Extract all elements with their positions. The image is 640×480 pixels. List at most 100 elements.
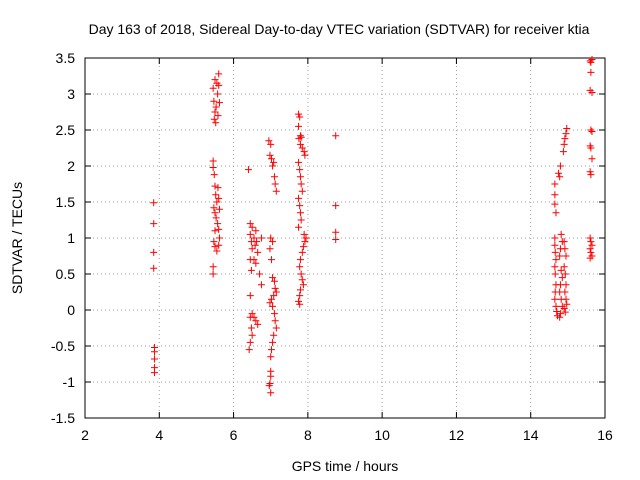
y-tick-label: 1 xyxy=(67,230,75,246)
data-point xyxy=(270,292,278,300)
data-point xyxy=(561,270,569,278)
data-point xyxy=(560,305,568,313)
data-point xyxy=(588,89,596,97)
data-point xyxy=(246,220,254,228)
data-point xyxy=(209,263,217,271)
data-point xyxy=(296,286,304,294)
data-point xyxy=(556,162,564,170)
data-point xyxy=(267,353,275,361)
data-point xyxy=(210,97,218,105)
data-point xyxy=(266,151,274,159)
data-point xyxy=(587,238,595,246)
data-point xyxy=(248,331,256,339)
chart-title: Day 163 of 2018, Sidereal Day-to-day VTE… xyxy=(89,21,590,37)
y-tick-label: 2 xyxy=(67,158,75,174)
data-point xyxy=(266,299,274,307)
data-point xyxy=(209,270,217,278)
data-point xyxy=(150,199,158,207)
data-point xyxy=(210,171,218,179)
data-point xyxy=(299,243,307,251)
data-point xyxy=(587,126,595,134)
data-point xyxy=(211,108,219,116)
data-point xyxy=(250,234,258,242)
data-point xyxy=(256,270,264,278)
data-point xyxy=(551,263,559,271)
data-point xyxy=(248,245,256,253)
data-point xyxy=(295,223,303,231)
data-point xyxy=(150,369,158,377)
y-tick-label: -1.5 xyxy=(51,410,75,426)
data-point xyxy=(587,68,595,76)
data-point xyxy=(209,163,217,171)
data-point xyxy=(269,338,277,346)
data-point xyxy=(561,288,569,296)
data-point xyxy=(302,234,310,242)
data-point xyxy=(248,223,256,231)
data-point xyxy=(267,140,275,148)
data-point xyxy=(271,180,279,188)
data-point xyxy=(248,310,256,318)
data-point xyxy=(269,302,277,310)
data-point xyxy=(266,245,274,253)
data-point xyxy=(560,140,568,148)
data-point xyxy=(212,119,220,127)
data-point xyxy=(210,204,218,212)
y-tick-label: -1 xyxy=(63,374,76,390)
data-point xyxy=(561,245,569,253)
data-point xyxy=(332,228,340,236)
data-point xyxy=(214,220,222,228)
data-point xyxy=(556,173,564,181)
x-tick-label: 14 xyxy=(523,427,539,443)
data-point xyxy=(211,76,219,84)
data-point xyxy=(150,264,158,272)
data-point xyxy=(267,256,275,264)
data-point xyxy=(209,84,217,92)
data-point xyxy=(562,295,570,303)
data-point xyxy=(271,284,279,292)
data-point xyxy=(257,281,265,289)
data-point xyxy=(587,144,595,152)
data-point xyxy=(301,151,309,159)
data-point xyxy=(211,209,219,217)
x-tick-label: 2 xyxy=(81,427,89,443)
y-tick-label: 2.5 xyxy=(56,122,76,138)
data-point xyxy=(296,166,304,174)
data-point xyxy=(252,227,260,235)
data-point xyxy=(587,58,595,66)
data-point xyxy=(269,162,277,170)
data-point xyxy=(588,55,596,63)
y-tick-label: -0.5 xyxy=(51,338,75,354)
data-point xyxy=(211,182,219,190)
data-point xyxy=(269,238,277,246)
data-point xyxy=(586,254,594,262)
data-point xyxy=(332,235,340,243)
data-point xyxy=(300,230,308,238)
data-point xyxy=(247,324,255,332)
data-point xyxy=(246,292,254,300)
data-point xyxy=(586,245,594,253)
data-point xyxy=(551,180,559,188)
data-point xyxy=(298,187,306,195)
data-point xyxy=(297,216,305,224)
data-point xyxy=(214,112,222,120)
data-point xyxy=(270,173,278,181)
data-point xyxy=(245,346,253,354)
data-point xyxy=(561,135,569,143)
data-point xyxy=(555,169,563,177)
data-point xyxy=(560,263,568,271)
x-tick-label: 4 xyxy=(155,427,163,443)
data-point xyxy=(296,202,304,210)
data-point xyxy=(551,295,559,303)
data-point xyxy=(297,180,305,188)
data-point xyxy=(295,194,303,202)
data-point xyxy=(254,248,262,256)
data-point xyxy=(265,382,273,390)
data-point xyxy=(246,338,254,346)
data-point xyxy=(551,241,559,249)
data-point xyxy=(269,274,277,282)
data-point xyxy=(215,241,223,249)
data-point xyxy=(211,227,219,235)
data-point xyxy=(551,248,559,256)
data-point xyxy=(265,137,273,145)
x-tick-label: 16 xyxy=(597,427,613,443)
